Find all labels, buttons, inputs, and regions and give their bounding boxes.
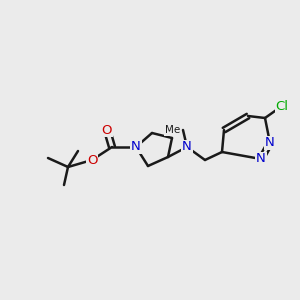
Text: N: N xyxy=(265,136,275,149)
Text: N: N xyxy=(256,152,266,166)
Text: O: O xyxy=(87,154,97,166)
Text: Me: Me xyxy=(165,125,180,135)
Text: N: N xyxy=(182,140,192,154)
Text: N: N xyxy=(131,140,141,154)
Text: O: O xyxy=(102,124,112,136)
Text: Cl: Cl xyxy=(275,100,289,112)
